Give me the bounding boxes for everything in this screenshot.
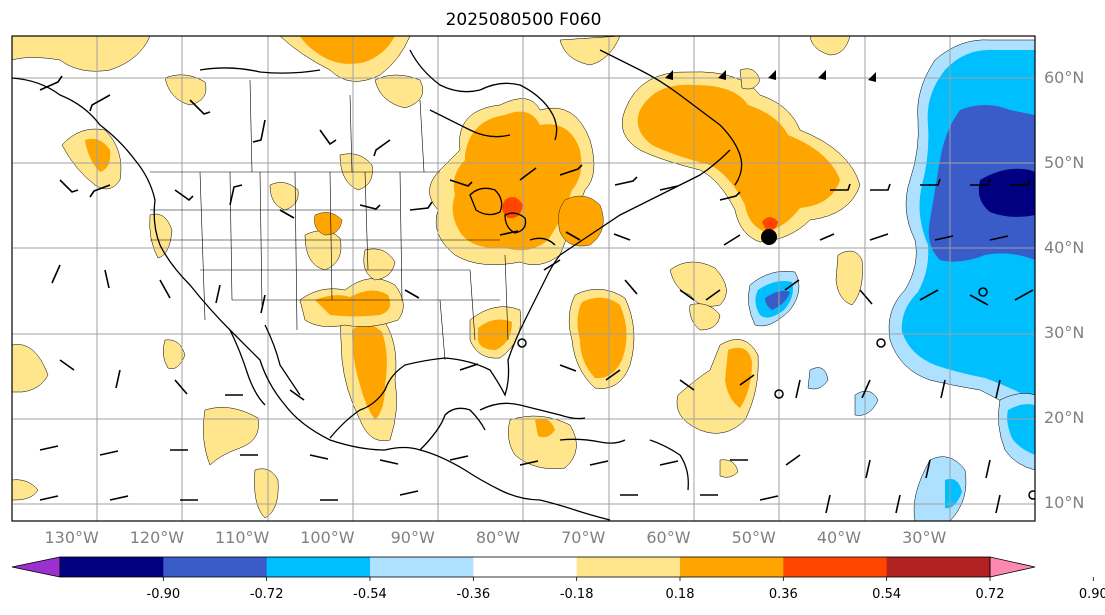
lon-label: 80°W bbox=[475, 528, 521, 547]
colorbar-segment bbox=[60, 557, 164, 577]
wind-flags bbox=[665, 70, 876, 82]
map-title: 2025080500 F060 bbox=[445, 10, 602, 30]
map-frame bbox=[11, 35, 1036, 522]
lon-label: 40°W bbox=[816, 528, 862, 547]
colorbar-tick-label: -0.72 bbox=[249, 587, 284, 602]
wind-barbs bbox=[39, 75, 1034, 514]
colorbar-tick-label: 0.90 bbox=[1078, 587, 1105, 602]
colorbar-segment bbox=[783, 557, 888, 577]
lon-label: 50°W bbox=[731, 528, 776, 547]
positive-shading bbox=[12, 36, 863, 519]
colorbar-segment bbox=[473, 557, 578, 577]
colorbar-tick-label: -0.90 bbox=[146, 587, 181, 602]
colorbar-segment bbox=[576, 557, 681, 577]
lon-label: 70°W bbox=[561, 528, 606, 547]
colorbar-segment bbox=[680, 557, 784, 577]
lat-label: 10°N bbox=[1044, 492, 1085, 512]
colorbar-tick-label: -0.36 bbox=[456, 587, 491, 602]
lon-label: 90°W bbox=[390, 528, 435, 547]
gridlines bbox=[12, 36, 1035, 521]
lat-label: 40°N bbox=[1044, 237, 1085, 257]
colorbar bbox=[11, 556, 1094, 581]
colorbar-segment bbox=[266, 557, 371, 577]
negative-shading bbox=[748, 39, 1035, 521]
colorbar-tick-label: -0.18 bbox=[559, 587, 594, 602]
lat-label: 30°N bbox=[1044, 322, 1085, 342]
lon-label: 100°W bbox=[300, 528, 355, 547]
colorbar-arrow-high bbox=[989, 556, 1036, 578]
state-borders bbox=[150, 79, 509, 361]
coastlines bbox=[12, 49, 743, 521]
colorbar-segment bbox=[370, 557, 474, 577]
lat-label: 60°N bbox=[1044, 67, 1085, 87]
lat-label: 20°N bbox=[1044, 407, 1085, 427]
colorbar-segment bbox=[163, 557, 268, 577]
colorbar-tick-label: 0.18 bbox=[665, 587, 695, 602]
lat-label: 50°N bbox=[1044, 152, 1085, 172]
lon-label: 110°W bbox=[214, 528, 270, 547]
colorbar-outline bbox=[59, 556, 991, 578]
lon-label: 120°W bbox=[129, 528, 185, 547]
colorbar-tick-label: 0.36 bbox=[768, 587, 798, 602]
colorbar-tick-label: -0.54 bbox=[353, 587, 387, 602]
lon-label: 60°W bbox=[646, 528, 691, 547]
colorbar-arrow-low bbox=[11, 556, 61, 578]
lon-label: 30°W bbox=[902, 528, 947, 547]
calm-markers bbox=[517, 229, 1035, 500]
colorbar-tick-label: 0.72 bbox=[975, 587, 1005, 602]
colorbar-tick-label: 0.54 bbox=[872, 587, 902, 602]
lon-label: 130°W bbox=[44, 528, 99, 547]
colorbar-segment bbox=[886, 557, 991, 577]
